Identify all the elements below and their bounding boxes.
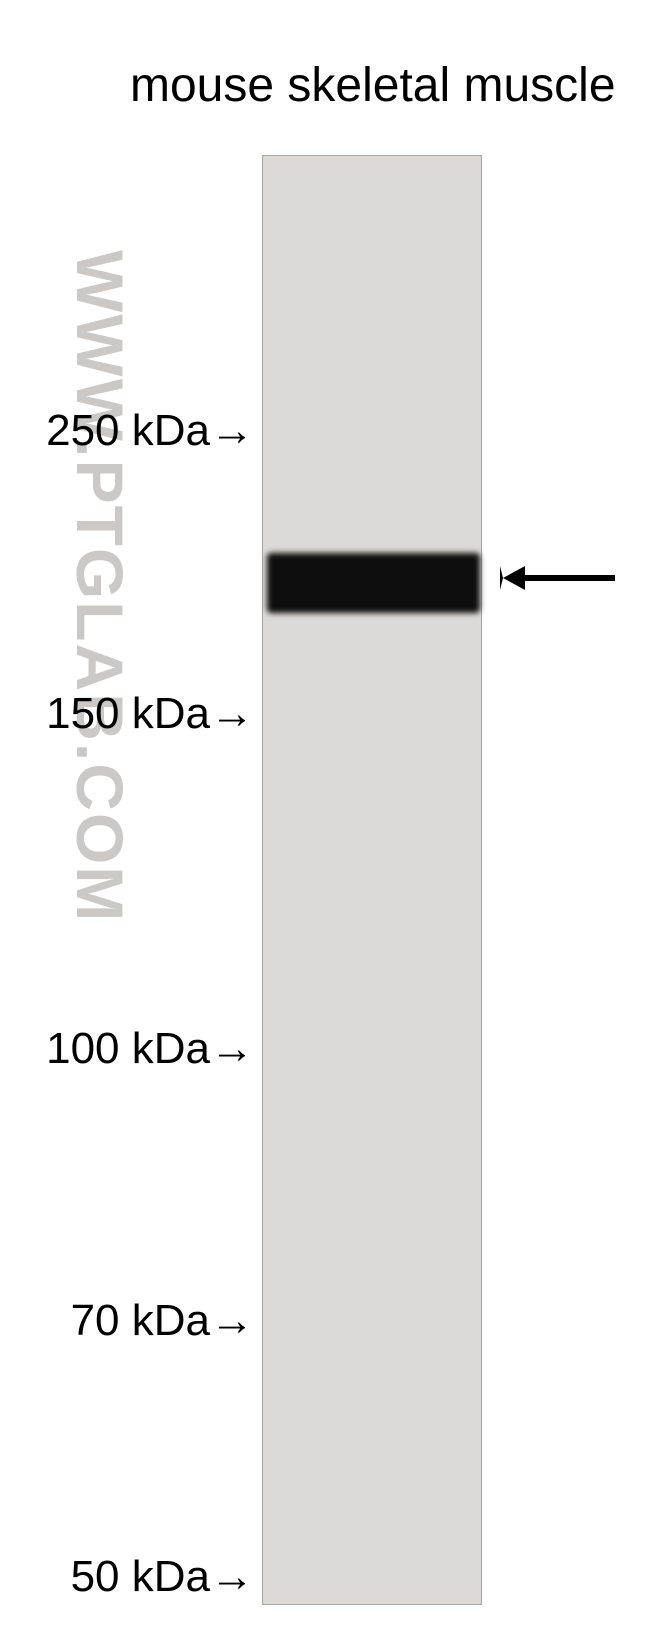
- mw-marker-label: 50 kDa→: [71, 1552, 254, 1602]
- sample-label: mouse skeletal muscle: [130, 58, 616, 113]
- mw-marker-label: 250 kDa→: [46, 406, 254, 456]
- mw-marker-label: 150 kDa→: [46, 689, 254, 739]
- mw-marker-label: 70 kDa→: [71, 1296, 254, 1346]
- blot-lane: [262, 155, 482, 1605]
- mw-marker-label: 100 kDa→: [46, 1024, 254, 1074]
- target-band-arrow: [500, 566, 615, 590]
- protein-band: [267, 553, 480, 613]
- arrow-head-icon: [500, 566, 525, 590]
- watermark-text: WWW.PTGLAB.COM: [62, 250, 138, 923]
- arrow-shaft: [525, 575, 615, 581]
- blot-figure: WWW.PTGLAB.COM mouse skeletal muscle 250…: [0, 0, 650, 1630]
